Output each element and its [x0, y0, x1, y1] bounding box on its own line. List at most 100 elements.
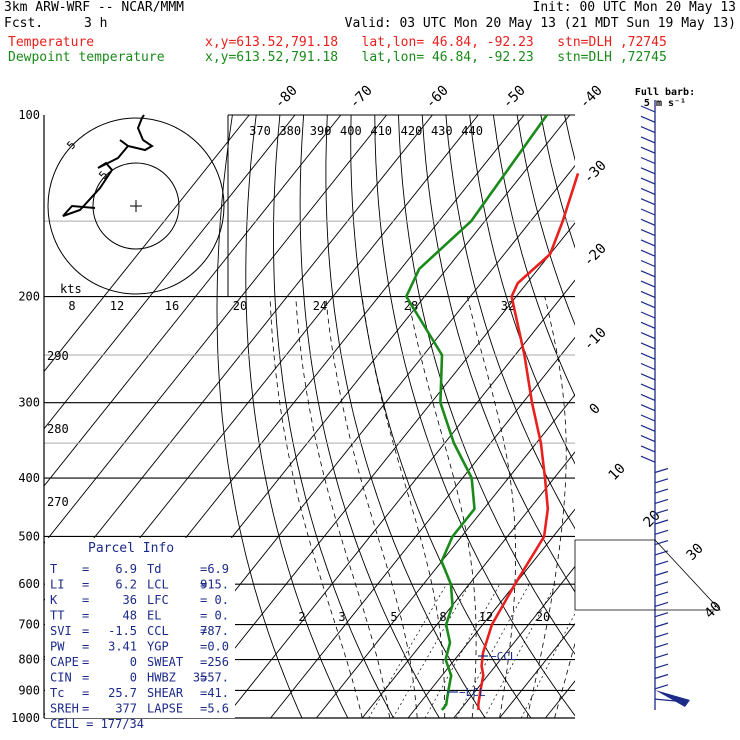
parcel-info-label: TT: [50, 609, 64, 623]
parcel-info-eq: =: [82, 702, 89, 716]
theta-label-left: 270: [47, 495, 69, 509]
parcel-info-label: LI: [50, 578, 64, 592]
hodograph-trace: [62, 114, 154, 217]
parcel-info-eq: =: [200, 655, 207, 669]
moist-adiabat: [554, 641, 575, 718]
wind-barb: [654, 698, 678, 702]
parcel-info-value: 0: [130, 655, 137, 669]
hodograph-speed-label: 20: [233, 299, 247, 313]
wind-barb: [640, 301, 656, 309]
hodograph-outer-ring: [47, 117, 225, 295]
isotherm: [407, 508, 575, 718]
wind-barb: [640, 146, 656, 154]
lcl-label: −LCL: [459, 686, 486, 699]
isotherm-label: -80: [272, 83, 301, 112]
parcel-info-eq: =: [200, 702, 207, 716]
isotherm-label: -40: [577, 83, 606, 112]
parcel-info-value: 6.9: [115, 562, 137, 576]
parcel-info-label: CAPE: [50, 655, 79, 669]
parcel-info-eq: =: [200, 593, 207, 607]
mixing-ratio-line: [368, 584, 447, 718]
isotherm-label: -60: [423, 83, 452, 112]
dry-adiabat: [683, 115, 740, 718]
pressure-label: 500: [18, 529, 40, 543]
temperature-trace: [477, 173, 580, 711]
parcel-info-label: EL: [147, 609, 161, 623]
parcel-info-value: 41.: [207, 686, 229, 700]
parcel-info-value: 36: [123, 593, 137, 607]
parcel-info-label: LFC: [147, 593, 169, 607]
parcel-info-eq: =: [200, 686, 207, 700]
isotherm-label: -30: [581, 158, 610, 187]
wind-barb: [640, 455, 656, 463]
theta-label: 420: [401, 124, 423, 138]
wind-barb: [654, 653, 669, 659]
moist-adiabat: [325, 296, 418, 718]
parcel-info-eq: =: [82, 562, 89, 576]
wind-barb: [640, 115, 656, 123]
pressure-label: 900: [18, 683, 40, 697]
isotherm: [44, 115, 387, 544]
wind-barb: [640, 311, 656, 319]
wind-barb: [654, 498, 669, 504]
full-barb-label: Full barb:: [635, 87, 695, 98]
isotherm: [545, 680, 575, 718]
wind-barb: [654, 560, 669, 566]
pressure-label: 400: [18, 471, 40, 485]
wind-barb: [654, 581, 669, 587]
wind-barb: [640, 424, 656, 432]
wind-barb: [654, 509, 669, 515]
theta-label: 430: [431, 124, 453, 138]
wind-barb: [654, 622, 669, 628]
dry-adiabat: [492, 115, 575, 398]
theta-label: 380: [279, 124, 301, 138]
mixing-ratio-label: 12: [479, 610, 493, 624]
wind-barb: [640, 404, 656, 412]
moist-adiabat: [295, 296, 391, 718]
dry-adiabat: [564, 115, 575, 162]
wind-barb: [640, 229, 656, 237]
hodograph-speed-label: 24: [313, 299, 327, 313]
dry-adiabat: [636, 115, 740, 718]
valid-time: Valid: 03 UTC Mon 20 May 13 (21 MDT Sun …: [344, 16, 736, 31]
wind-barb: [640, 373, 656, 381]
parcel-info-label: SHEAR: [147, 686, 184, 700]
mixing-ratio-label: 3: [338, 610, 345, 624]
theta-label: 370: [249, 124, 271, 138]
parcel-info-label: CIN: [50, 671, 72, 685]
wind-barb: [640, 435, 656, 443]
wind-barb: [640, 218, 656, 226]
parcel-info-label: HWBZ: [147, 671, 176, 685]
parcel-info-value: 3.41: [108, 640, 137, 654]
dewpoint-location: x,y=613.52,791.18 lat,lon= 46.84, -92.23…: [205, 50, 667, 65]
parcel-info-label: YGP: [147, 640, 169, 654]
wind-barb: [654, 529, 669, 535]
wind-barb-flag: [655, 690, 690, 707]
parcel-info-label: Tc: [50, 686, 64, 700]
dry-adiabat: [350, 115, 532, 718]
wind-barb: [640, 332, 656, 340]
wind-barb: [640, 362, 656, 371]
pressure-label: 100: [18, 108, 40, 122]
parcel-info-value: 0.: [215, 593, 229, 607]
isotherm: [591, 115, 740, 718]
wind-barb: [640, 352, 656, 360]
skew-frame-lower: [574, 539, 721, 611]
dry-adiabat: [469, 115, 575, 465]
dry-adiabat: [273, 115, 394, 718]
isotherm-label: 20: [641, 508, 664, 531]
parcel-info-label: PW: [50, 640, 65, 654]
theta-label: 400: [340, 124, 362, 138]
parcel-info-value: 5.6: [207, 702, 229, 716]
moist-adiabat: [467, 296, 516, 718]
wind-barb: [640, 105, 656, 113]
parcel-info-value: 25.7: [108, 686, 137, 700]
isotherm: [316, 394, 575, 718]
hodograph-speed-label: kts: [60, 282, 82, 296]
wind-barb: [654, 601, 669, 607]
hodograph-speed-label: 16: [165, 299, 179, 313]
pressure-label: 1000: [11, 711, 40, 725]
isotherm-label: 10: [606, 461, 629, 484]
parcel-info-eq: =: [82, 624, 89, 638]
parcel-info-value: 0.0: [207, 640, 229, 654]
